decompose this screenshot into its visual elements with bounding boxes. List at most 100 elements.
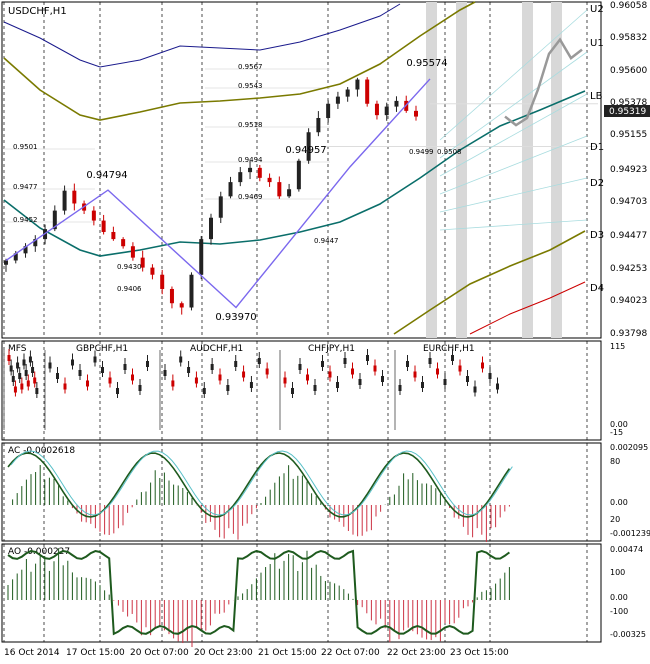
panel-frame-main bbox=[1, 1, 602, 339]
mfs-candle bbox=[373, 365, 377, 372]
candle-body bbox=[306, 132, 311, 161]
symbol-label: USDCHF,H1 bbox=[8, 6, 67, 17]
candle-body bbox=[62, 190, 67, 211]
candle-body bbox=[287, 189, 292, 197]
ac-axis-label: -0.001239 bbox=[610, 529, 650, 538]
mfs-candle bbox=[421, 382, 424, 388]
price-axis-label: 0.94923 bbox=[610, 165, 647, 175]
mfs-candle bbox=[194, 377, 198, 384]
candle-body bbox=[169, 288, 174, 304]
red-band-line bbox=[469, 281, 586, 335]
mfs-axis-label: 0.00 bbox=[610, 420, 628, 429]
mfs-candle bbox=[488, 373, 492, 379]
mfs-candle bbox=[366, 355, 369, 361]
teal-band-line bbox=[3, 90, 586, 257]
mfs-candle bbox=[321, 361, 324, 367]
candle-body bbox=[267, 177, 272, 183]
price-axis-label: 0.95155 bbox=[610, 130, 647, 140]
level-label: 0.9567 bbox=[238, 63, 263, 71]
price-axis-label: 0.94023 bbox=[610, 296, 647, 306]
mfs-candle bbox=[101, 367, 104, 373]
candle-body bbox=[23, 246, 28, 254]
mfs-candle bbox=[9, 365, 13, 372]
mfs-candle bbox=[11, 376, 15, 382]
level-label: 0.9477 bbox=[13, 183, 38, 191]
forecast-shade bbox=[551, 2, 562, 338]
mfs-candle bbox=[20, 383, 24, 390]
swing-label: 0.94794 bbox=[86, 170, 127, 181]
mfs-candle bbox=[291, 388, 294, 394]
mfs-candle bbox=[298, 364, 302, 370]
mfs-candle bbox=[71, 359, 74, 366]
level-tag: U2 bbox=[590, 4, 604, 15]
mfs-candle bbox=[31, 367, 35, 373]
price-axis-label: 0.94477 bbox=[610, 231, 647, 241]
candle-body bbox=[121, 239, 126, 247]
mfs-pair-label: CHFJPY,H1 bbox=[308, 344, 355, 354]
mfs-candle bbox=[451, 355, 454, 361]
mfs-candle bbox=[336, 382, 339, 388]
level-tag: D4 bbox=[590, 283, 604, 294]
ao-axis-label: -100 bbox=[610, 607, 628, 616]
candle-body bbox=[111, 231, 116, 240]
ac-signal-line bbox=[10, 450, 513, 516]
candle-body bbox=[365, 79, 370, 104]
level-tag: D2 bbox=[590, 178, 604, 189]
candle-body bbox=[316, 117, 321, 133]
mfs-candle bbox=[7, 355, 11, 361]
candle-body bbox=[179, 303, 184, 308]
ac-axis-label: 0.002095 bbox=[610, 443, 648, 452]
price-axis-label: 0.95378 bbox=[610, 98, 647, 108]
level-label: 0.9494 bbox=[238, 156, 263, 164]
ac-axis-label: 20 bbox=[610, 515, 620, 524]
mfs-axis-label: -15 bbox=[610, 428, 623, 437]
fan-line bbox=[439, 177, 588, 213]
fan-line bbox=[439, 9, 588, 141]
mfs-candle bbox=[210, 364, 214, 370]
time-axis-label: 22 Oct 23:00 bbox=[387, 648, 446, 658]
candle-body bbox=[160, 274, 165, 289]
candle-body bbox=[257, 167, 262, 178]
mfs-candle bbox=[35, 388, 39, 394]
mfs-pair-label: AUDCHF,H1 bbox=[190, 344, 243, 354]
fan-line bbox=[439, 93, 588, 177]
ac-label: AC -0.0002618 bbox=[8, 446, 75, 456]
candle-series bbox=[4, 77, 418, 315]
mfs-candle bbox=[234, 361, 238, 367]
mfs-candle bbox=[138, 385, 142, 391]
mfs-candle bbox=[249, 382, 253, 388]
candle-body bbox=[248, 167, 253, 173]
candle-body bbox=[355, 79, 360, 90]
level-label: 0.9501 bbox=[13, 143, 38, 151]
level-tag: D3 bbox=[590, 230, 604, 241]
mfs-candle bbox=[496, 383, 499, 390]
time-axis-label: 20 Oct 23:00 bbox=[194, 648, 253, 658]
ao-label: AO -0.000227 bbox=[8, 547, 70, 557]
ac-oscillator-line bbox=[7, 452, 511, 518]
ao-axis-label: 0.00474 bbox=[610, 545, 643, 554]
mfs-pair-label: GBPCHF,H1 bbox=[76, 344, 128, 354]
ao-axis-label: 100 bbox=[610, 568, 625, 577]
level-label: 0.9430 bbox=[117, 263, 142, 271]
mfs-candle bbox=[226, 385, 230, 391]
mfs-candle bbox=[398, 385, 402, 391]
mfs-candle bbox=[443, 379, 447, 385]
mfs-candle bbox=[33, 377, 37, 384]
level-label: 0.9447 bbox=[314, 237, 339, 245]
candle-body bbox=[150, 267, 155, 275]
mfs-candle bbox=[86, 380, 89, 387]
time-axis-label: 21 Oct 15:00 bbox=[258, 648, 317, 658]
time-axis-label: 22 Oct 07:00 bbox=[321, 648, 380, 658]
forecast-shade bbox=[456, 2, 467, 338]
candle-body bbox=[199, 239, 204, 275]
mfs-candle bbox=[257, 358, 261, 364]
candle-body bbox=[13, 253, 18, 261]
swing-label: 0.94957 bbox=[285, 145, 326, 156]
ac-axis-label: 80 bbox=[610, 457, 620, 466]
candle-body bbox=[277, 182, 282, 197]
mfs-candle bbox=[358, 379, 362, 385]
mfs-candle bbox=[93, 356, 97, 363]
mfs-candle bbox=[187, 367, 191, 373]
